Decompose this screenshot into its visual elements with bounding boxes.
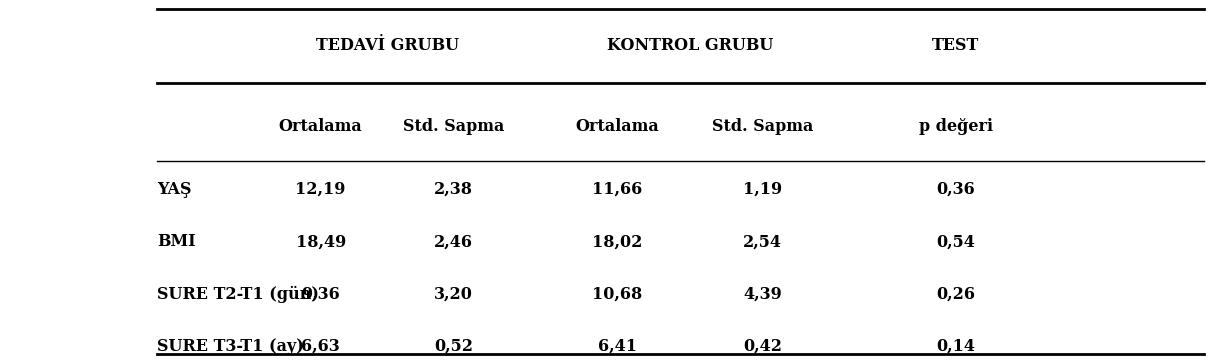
Text: 9,36: 9,36 — [301, 286, 340, 303]
Text: 10,68: 10,68 — [592, 286, 643, 303]
Text: Std. Sapma: Std. Sapma — [403, 118, 505, 135]
Text: 0,42: 0,42 — [743, 338, 782, 355]
Text: TEDAVİ GRUBU: TEDAVİ GRUBU — [316, 36, 459, 54]
Text: 2,54: 2,54 — [743, 233, 782, 251]
Text: 0,14: 0,14 — [937, 338, 975, 355]
Text: 0,26: 0,26 — [937, 286, 975, 303]
Text: 1,19: 1,19 — [743, 181, 782, 198]
Text: 6,41: 6,41 — [598, 338, 636, 355]
Text: KONTROL GRUBU: KONTROL GRUBU — [606, 36, 773, 54]
Text: 2,46: 2,46 — [434, 233, 473, 251]
Text: p değeri: p değeri — [918, 118, 993, 135]
Text: Ortalama: Ortalama — [278, 118, 363, 135]
Text: YAŞ: YAŞ — [157, 181, 192, 198]
Text: SURE T2-T1 (gün): SURE T2-T1 (gün) — [157, 286, 319, 303]
Text: Std. Sapma: Std. Sapma — [711, 118, 813, 135]
Text: 4,39: 4,39 — [743, 286, 782, 303]
Text: 12,19: 12,19 — [295, 181, 346, 198]
Text: 18,02: 18,02 — [592, 233, 643, 251]
Text: 0,36: 0,36 — [937, 181, 975, 198]
Text: 18,49: 18,49 — [295, 233, 346, 251]
Text: 11,66: 11,66 — [592, 181, 643, 198]
Text: 2,38: 2,38 — [434, 181, 473, 198]
Text: SURE T3-T1 (ay): SURE T3-T1 (ay) — [157, 338, 304, 355]
Text: BMI: BMI — [157, 233, 196, 251]
Text: 0,52: 0,52 — [434, 338, 473, 355]
Text: 3,20: 3,20 — [434, 286, 473, 303]
Text: TEST: TEST — [932, 36, 980, 54]
Text: 0,54: 0,54 — [937, 233, 975, 251]
Text: Ortalama: Ortalama — [575, 118, 659, 135]
Text: 6,63: 6,63 — [301, 338, 340, 355]
